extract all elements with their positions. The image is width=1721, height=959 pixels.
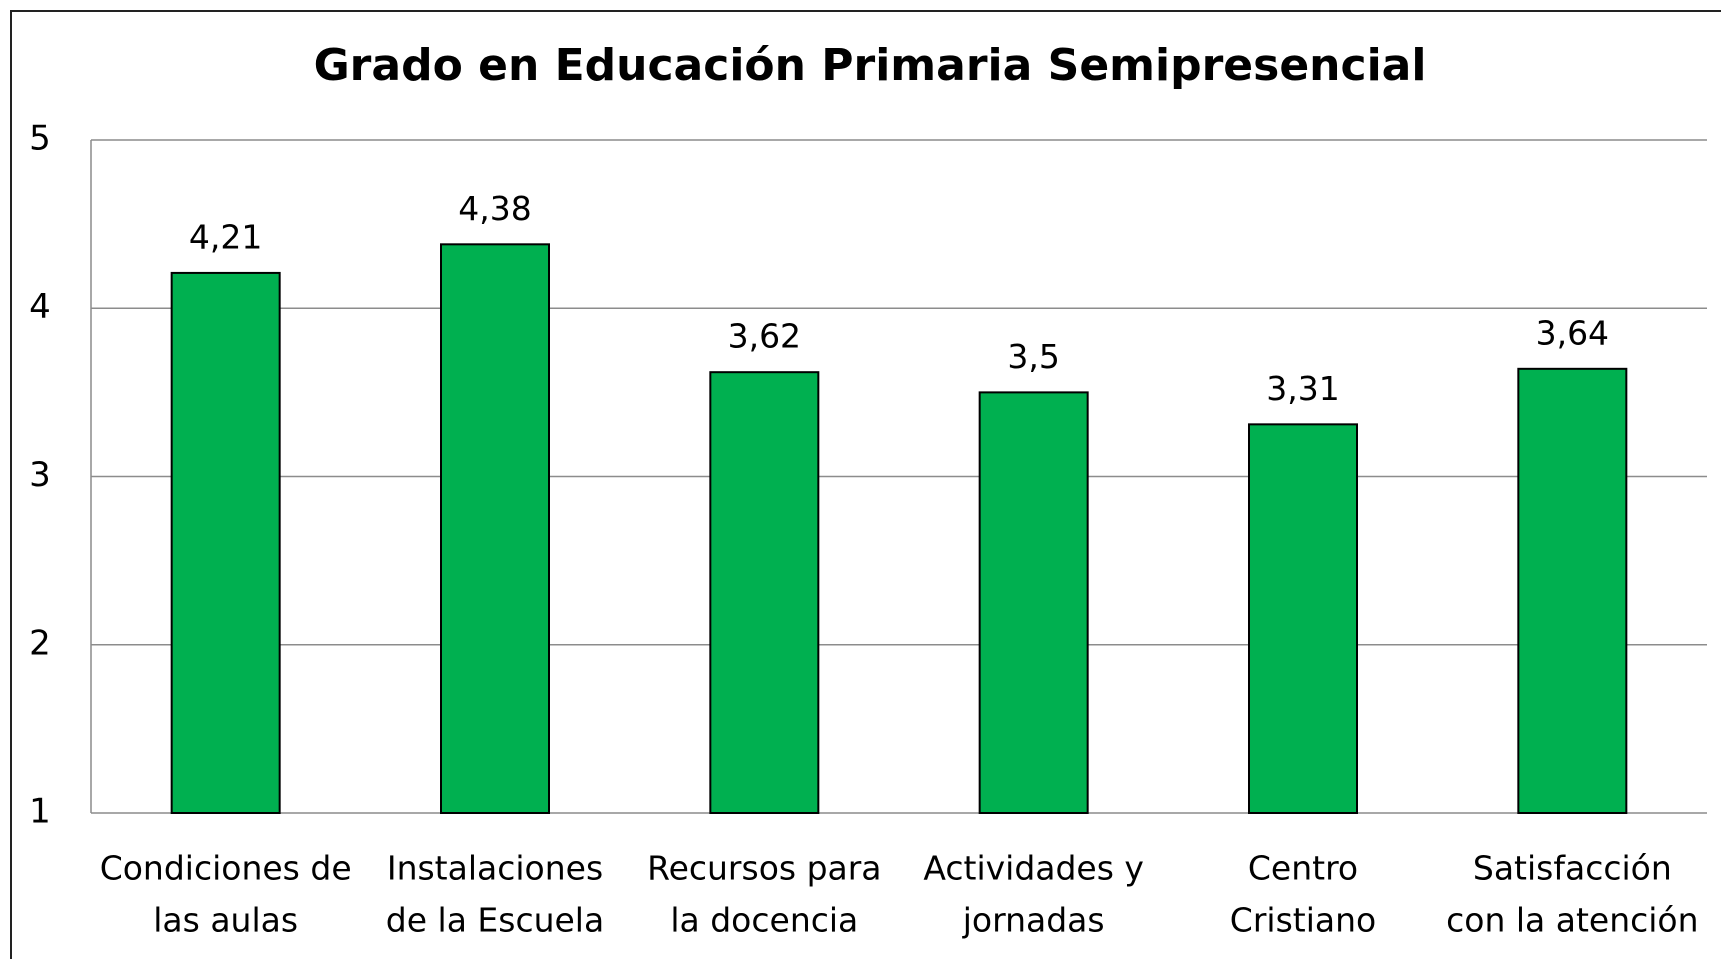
x-tick-label: Actividades y [923, 849, 1144, 888]
bar [1517, 367, 1628, 814]
data-label: 3,64 [1536, 313, 1609, 352]
y-tick-label: 5 [29, 119, 51, 159]
x-tick-label: de la Escuela [386, 901, 604, 940]
x-tick-label: Recursos para [647, 849, 881, 888]
y-tick-label: 4 [29, 287, 51, 327]
x-tick-label: con la atención [1446, 901, 1698, 940]
y-tick-label: 1 [29, 792, 51, 832]
y-tick-label: 2 [29, 623, 51, 663]
data-label: 3,5 [1007, 337, 1059, 376]
bar [440, 243, 550, 814]
bar [170, 271, 281, 815]
x-tick-label: Cristiano [1230, 901, 1376, 940]
data-label: 4,21 [189, 217, 262, 256]
x-tick-label: Centro [1248, 849, 1358, 888]
x-tick-label: Instalaciones [387, 849, 603, 888]
bar [978, 391, 1089, 814]
x-tick-label: jornadas [962, 901, 1105, 940]
y-tick-label: 3 [29, 455, 51, 495]
data-label: 3,62 [728, 317, 801, 356]
x-tick-label: Satisfacción [1473, 849, 1672, 888]
data-label: 4,38 [458, 189, 531, 228]
data-label: 3,31 [1266, 369, 1339, 408]
chart-title: Grado en Educación Primaria Semipresenci… [314, 40, 1427, 91]
bar [709, 371, 820, 814]
x-tick-label: la docencia [670, 901, 858, 940]
x-tick-label: Condiciones de [100, 849, 352, 888]
bar [1248, 423, 1358, 814]
x-tick-label: las aulas [153, 901, 298, 940]
chart-frame [10, 10, 1721, 959]
